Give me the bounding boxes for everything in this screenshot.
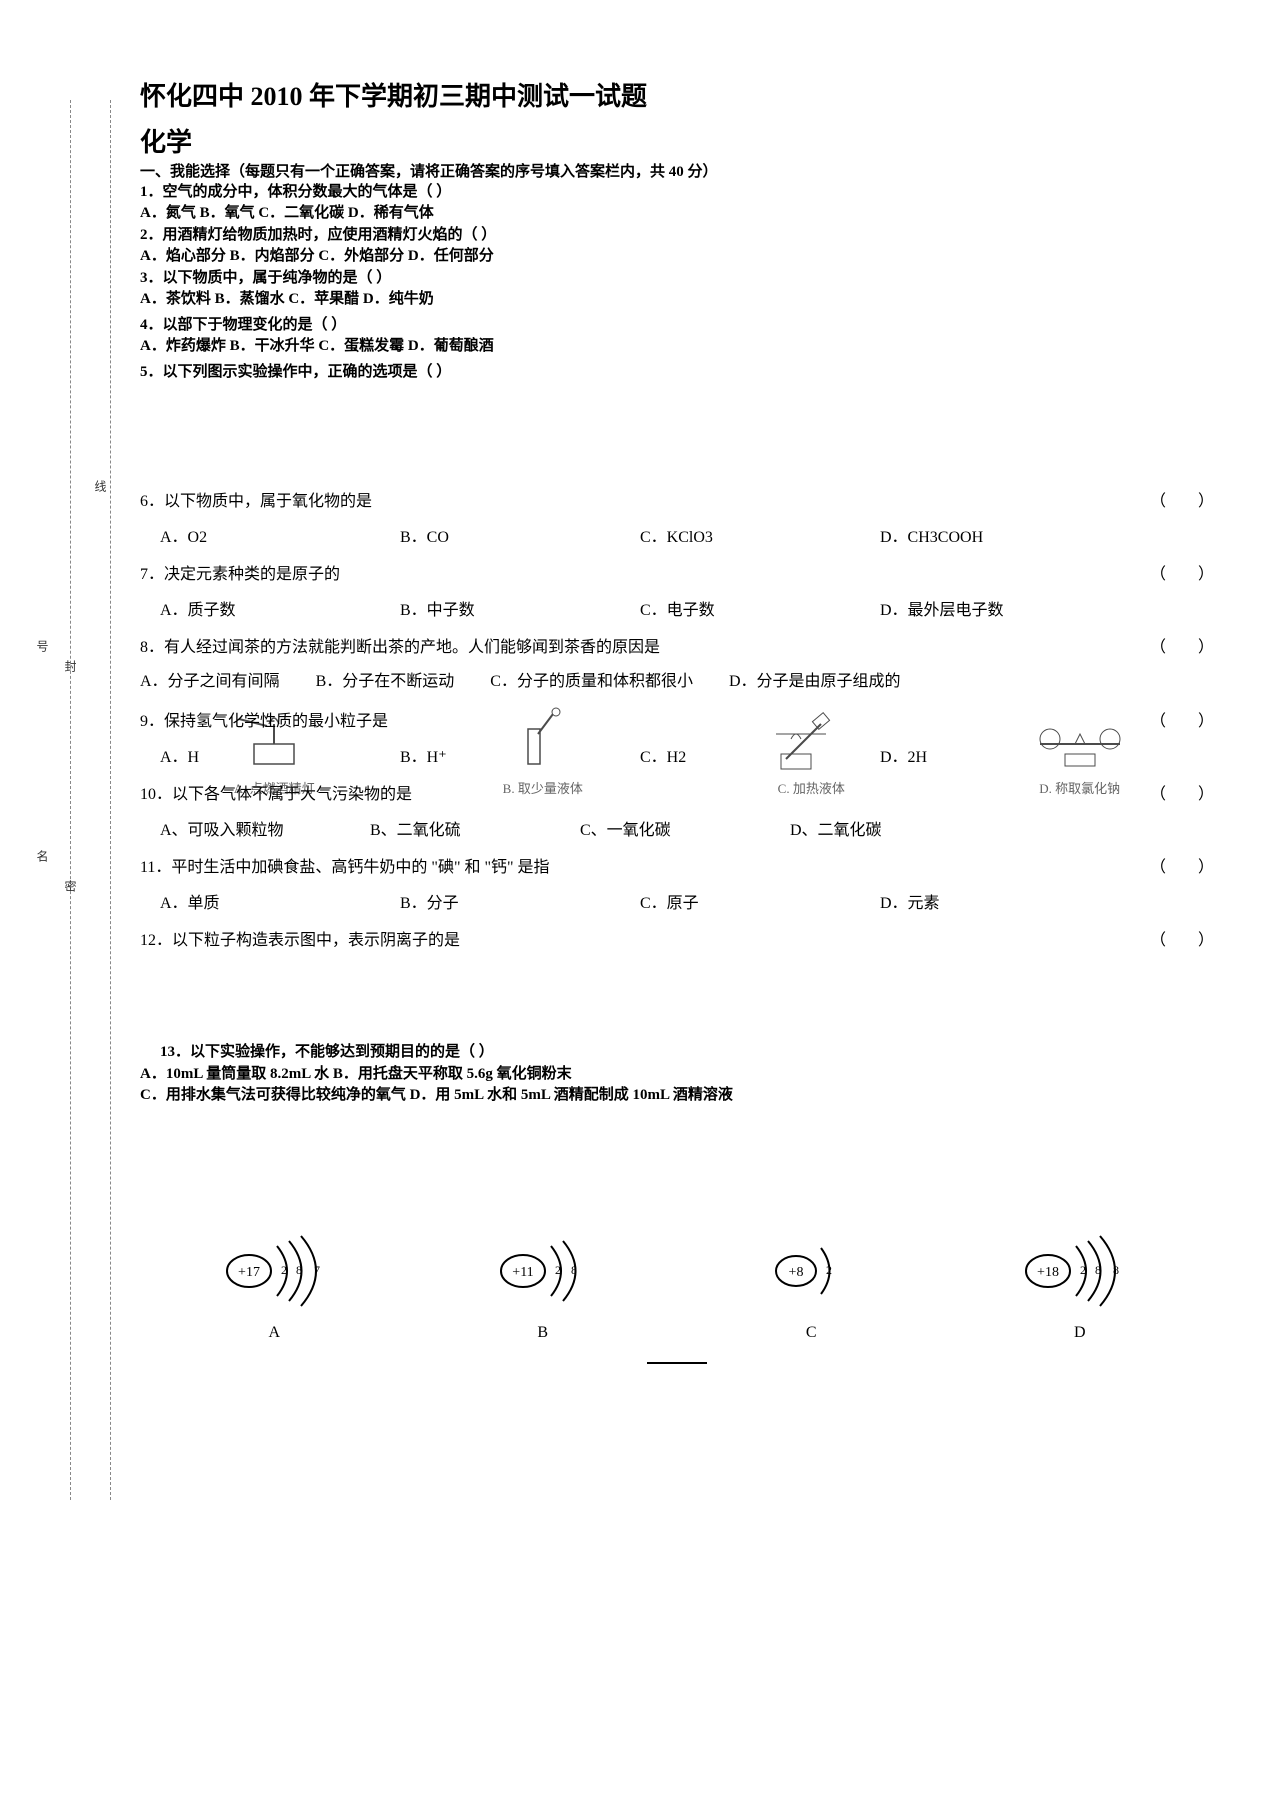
q5-stem: 5．以下列图示实验操作中，正确的选项是（ ） <box>140 363 1214 383</box>
svg-text:8: 8 <box>571 1263 577 1277</box>
binding-area: 线 号 封 名 密 <box>40 100 120 1600</box>
q7: 7．决定元素种类的是原子的 （ ） <box>140 561 1214 590</box>
q12-stem: 12．以下粒子构造表示图中，表示阴离子的是 <box>140 927 1130 956</box>
q11-opts: A．单质 B．分子 C．原子 D．元素 <box>160 889 1214 913</box>
binding-label: 号 <box>34 640 51 652</box>
q7-stem: 7．决定元素种类的是原子的 <box>140 561 1130 590</box>
q13-line1: A．10mL 量筒量取 8.2mL 水 B．用托盘天平称取 5.6g 氧化铜粉末 <box>140 1065 1214 1085</box>
q11: 11．平时生活中加碘食盐、高钙牛奶中的 "碘" 和 "钙" 是指 （ ） <box>140 854 1214 883</box>
atom-a: +17 2 8 7 A <box>174 1226 374 1342</box>
q8-opts: A．分子之间有间隔 B．分子在不断运动 C．分子的质量和体积都很小 D．分子是由… <box>140 669 1214 695</box>
q13-stem: 13．以下实验操作，不能够达到预期目的的是（ ） <box>160 1043 1214 1063</box>
svg-text:+18: +18 <box>1037 1265 1059 1280</box>
q12: 12．以下粒子构造表示图中，表示阴离子的是 （ ） <box>140 927 1214 956</box>
q8: 8．有人经过闻茶的方法就能判断出茶的产地。人们能够闻到茶香的原因是 （ ） <box>140 634 1214 663</box>
svg-text:8: 8 <box>296 1263 302 1277</box>
binding-label: 封 <box>62 660 79 672</box>
q4-opts: A．炸药爆炸 B．干冰升华 C．蛋糕发霉 D．葡萄酿酒 <box>140 337 1214 357</box>
q9-stem: 9．保持氢气化学性质的最小粒子是 <box>140 708 1130 737</box>
atom-d: +18 2 8 8 D <box>980 1226 1180 1342</box>
svg-text:2: 2 <box>555 1263 561 1277</box>
svg-text:2: 2 <box>281 1263 287 1277</box>
q7-opts: A．质子数 B．中子数 C．电子数 D．最外层电子数 <box>160 596 1214 620</box>
atom-c: +8 2 C <box>711 1226 911 1342</box>
binding-label: 密 <box>62 880 79 892</box>
q3-stem: 3．以下物质中，属于纯净物的是（ ） <box>140 269 1214 289</box>
q10-opts: A、可吸入颗粒物 B、二氧化硫 C、一氧化碳 D、二氧化碳 <box>160 816 1214 840</box>
q4-stem: 4．以部下于物理变化的是（ ） <box>140 316 1214 336</box>
binding-label: 名 <box>34 850 51 862</box>
atom-b: +11 2 8 B <box>443 1226 643 1342</box>
svg-text:7: 7 <box>314 1263 320 1277</box>
q2-stem: 2．用酒精灯给物质加热时，应使用酒精灯火焰的（ ） <box>140 226 1214 246</box>
q9: 9．保持氢气化学性质的最小粒子是 （ ） <box>140 708 1214 737</box>
binding-label: 线 <box>92 480 109 492</box>
svg-text:2: 2 <box>826 1263 832 1277</box>
svg-text:+11: +11 <box>512 1265 533 1280</box>
svg-text:8: 8 <box>1095 1263 1101 1277</box>
answer-paren: （ ） <box>1130 488 1214 517</box>
q9-opts: A．H B．H⁺ C．H2 D．2H <box>160 743 1214 767</box>
svg-text:8: 8 <box>1113 1263 1119 1277</box>
q8-q9-block: A. 点燃酒精灯 B. 取少量液体 C. 加热液体 <box>140 634 1214 767</box>
section-header: 一、我能选择（每题只有一个正确答案，请将正确答案的序号填入答案栏内，共 40 分… <box>140 163 1214 181</box>
q13-line2: C．用排水集气法可获得比较纯净的氧气 D．用 5mL 水和 5mL 酒精配制成 … <box>140 1086 1214 1106</box>
q1-stem: 1．空气的成分中，体积分数最大的气体是（ ） <box>140 183 1214 203</box>
q3-opts: A．茶饮料 B．蒸馏水 C．苹果醋 D．纯牛奶 <box>140 290 1214 310</box>
q1-opts: A．氮气 B．氧气 C．二氧化碳 D．稀有气体 <box>140 204 1214 224</box>
q8-stem: 8．有人经过闻茶的方法就能判断出茶的产地。人们能够闻到茶香的原因是 <box>140 634 1130 663</box>
svg-text:+17: +17 <box>238 1265 260 1280</box>
q6-stem: 6．以下物质中，属于氧化物的是 <box>140 488 1130 517</box>
atom-diagram-row: +17 2 8 7 A +11 2 8 B <box>140 1226 1214 1342</box>
page-footer-rule <box>647 1362 707 1364</box>
q6-opts: A．O2 B．CO C．KClO3 D．CH3COOH <box>160 523 1214 547</box>
q2-opts: A．焰心部分 B．内焰部分 C．外焰部分 D．任何部分 <box>140 247 1214 267</box>
q11-stem: 11．平时生活中加碘食盐、高钙牛奶中的 "碘" 和 "钙" 是指 <box>140 854 1130 883</box>
exam-title: 怀化四中 2010 年下学期初三期中测试一试题 <box>140 80 1214 114</box>
exam-subject: 化学 <box>140 122 1214 159</box>
svg-text:+8: +8 <box>789 1265 804 1280</box>
svg-text:2: 2 <box>1080 1263 1086 1277</box>
page: 线 号 封 名 密 怀化四中 2010 年下学期初三期中测试一试题 化学 一、我… <box>0 0 1274 1804</box>
q6: 6．以下物质中，属于氧化物的是 （ ） <box>140 488 1214 517</box>
